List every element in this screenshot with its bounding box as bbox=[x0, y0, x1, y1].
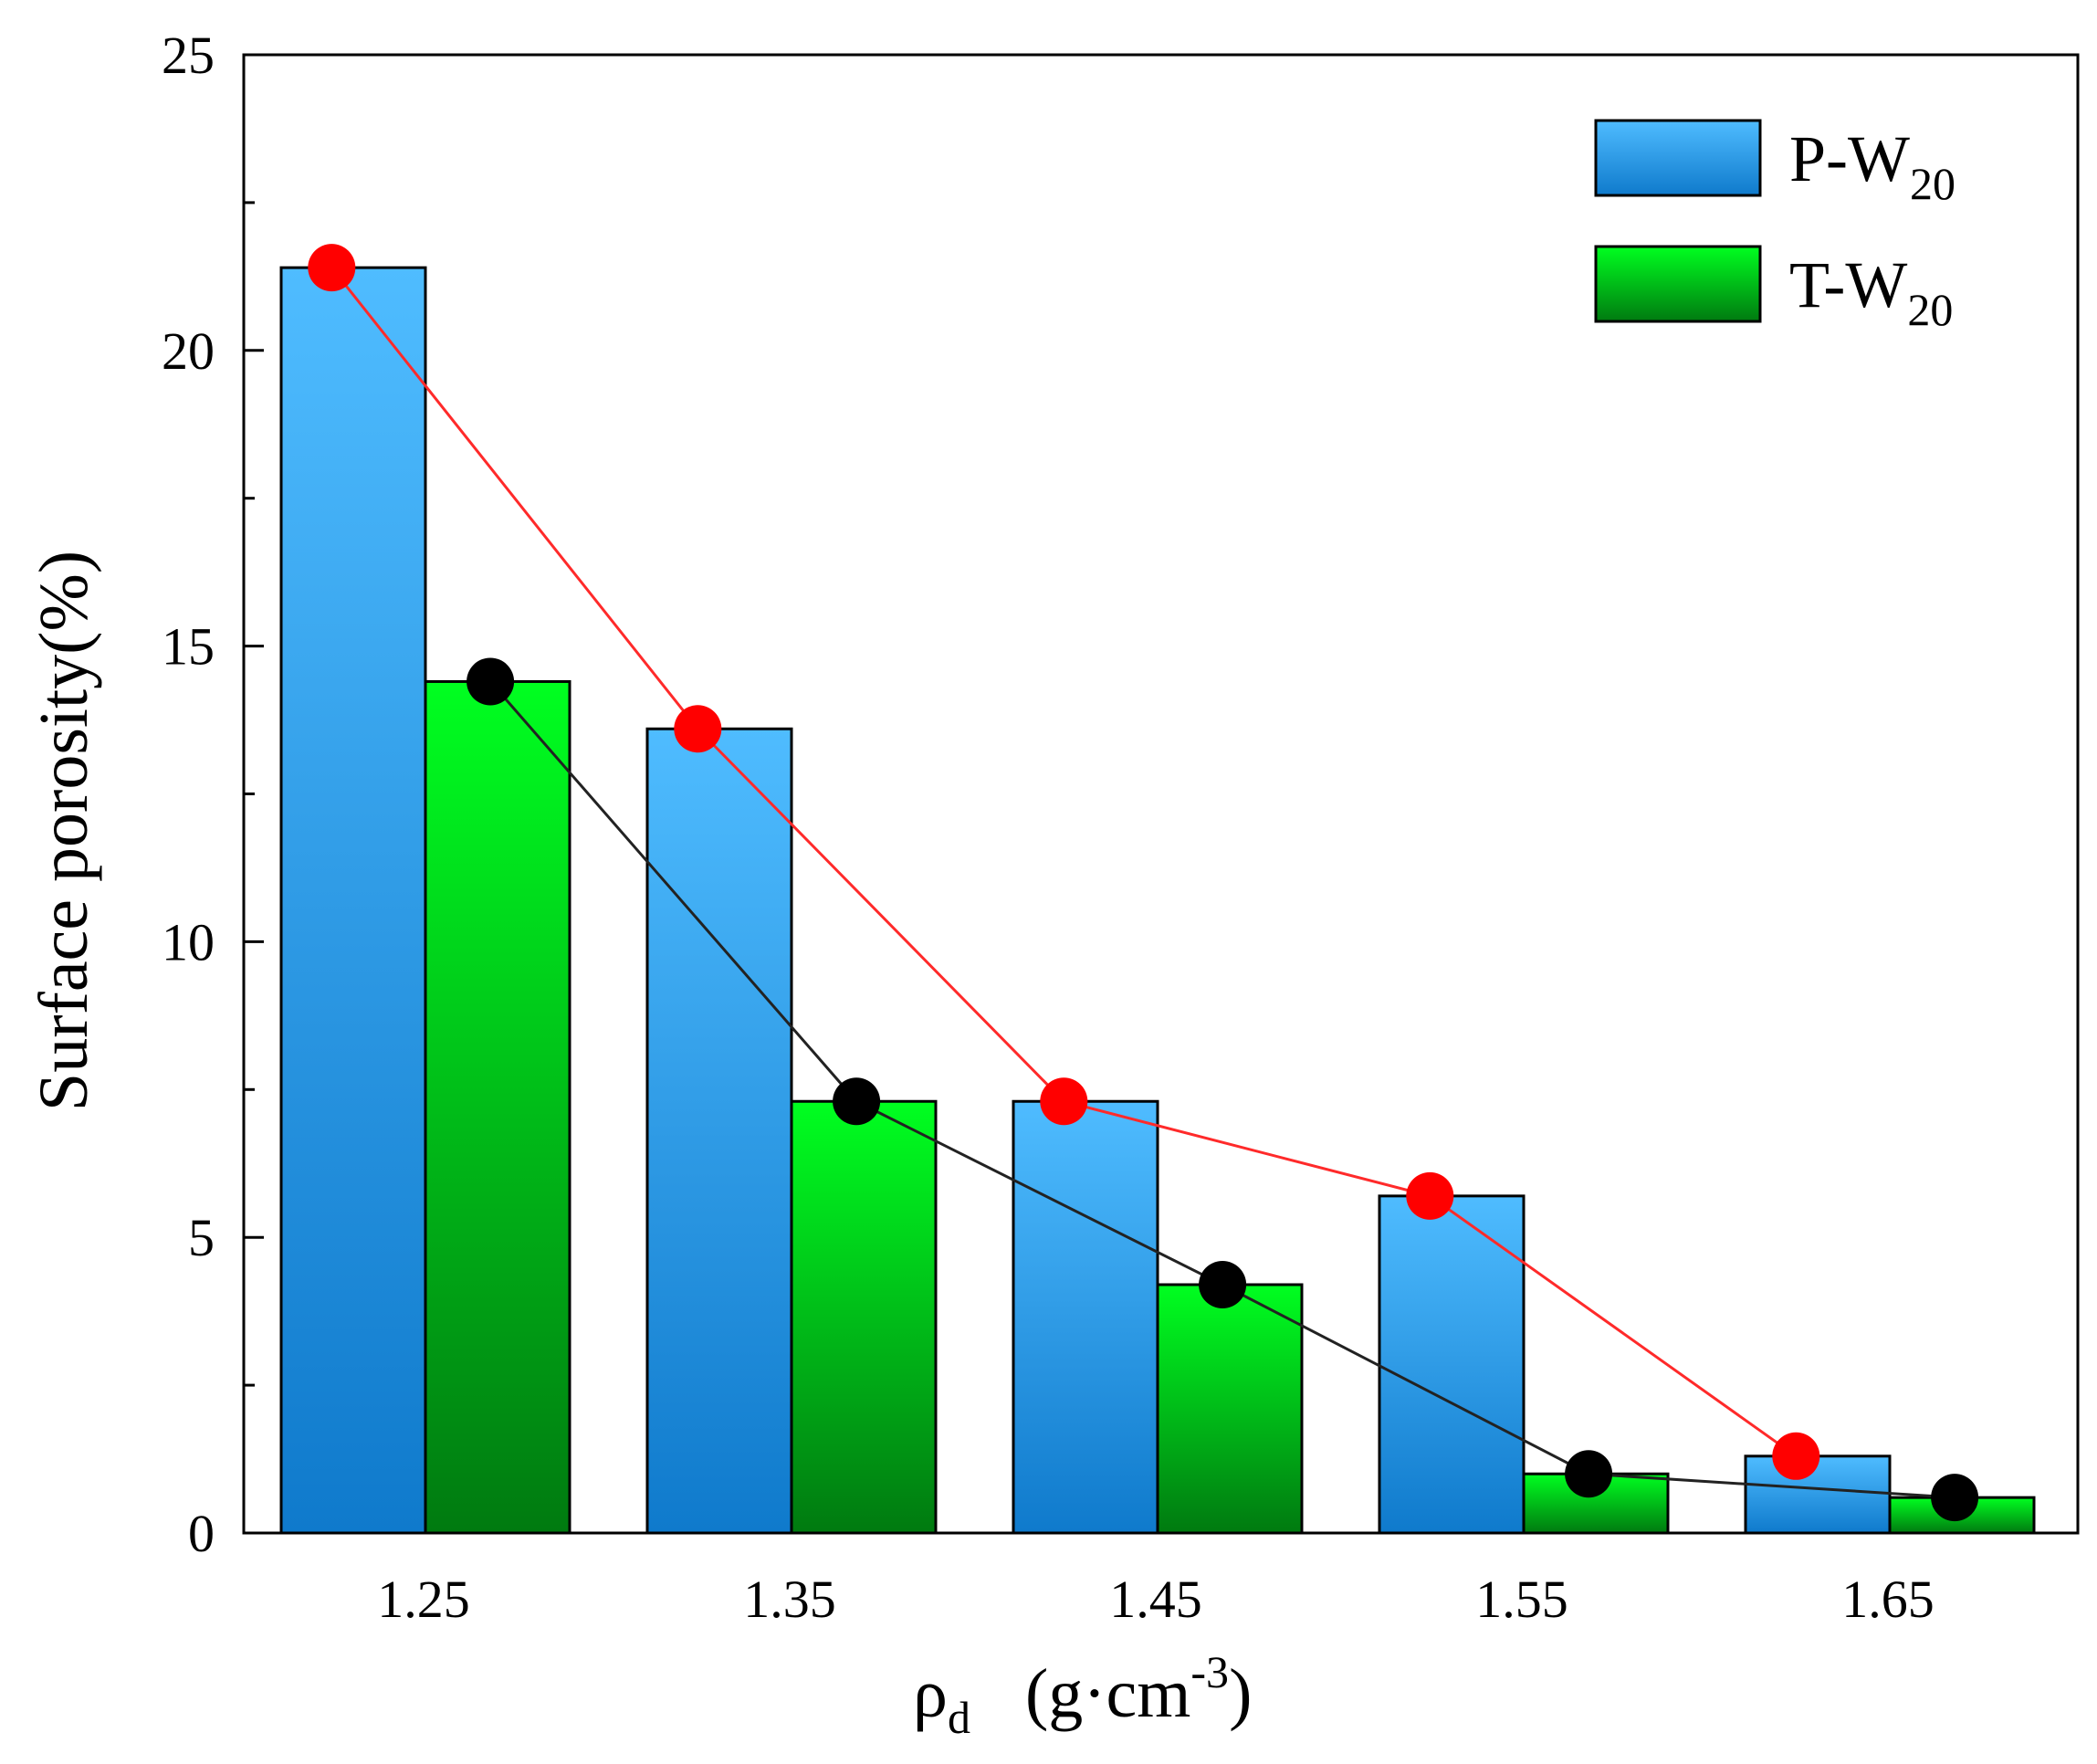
x-axis-unit-close: ) bbox=[1229, 1655, 1252, 1732]
marker-t-w20-1.25 bbox=[467, 657, 515, 706]
y-tick-label: 15 bbox=[162, 617, 215, 677]
bar-t-w20-1.25 bbox=[424, 679, 571, 1535]
marker-p-w20-1.55 bbox=[1406, 1171, 1454, 1220]
marker-p-w20-1.65 bbox=[1772, 1432, 1820, 1480]
bars-layer bbox=[279, 266, 2036, 1535]
markers-layer bbox=[308, 244, 1979, 1522]
bar-t-w20-1.35 bbox=[790, 1099, 938, 1535]
x-axis-ticks: 1.25 1.35 1.45 1.55 1.65 bbox=[377, 1570, 1934, 1629]
x-tick-label: 1.25 bbox=[377, 1570, 470, 1629]
marker-t-w20-1.65 bbox=[1931, 1474, 1979, 1522]
legend-label-p-w20: P-W20 bbox=[1789, 122, 1955, 209]
bar-p-w20-1.45 bbox=[1012, 1099, 1159, 1535]
legend-label-t-w20: T-W20 bbox=[1789, 248, 1953, 335]
marker-t-w20-1.45 bbox=[1199, 1261, 1247, 1309]
x-axis-title: ρd (g·cm-3) bbox=[913, 1646, 1252, 1743]
x-axis-symbol-subscript: d bbox=[948, 1692, 970, 1743]
x-tick-label: 1.35 bbox=[743, 1570, 836, 1629]
bar-p-w20-1.25 bbox=[279, 266, 427, 1535]
x-tick-label: 1.55 bbox=[1475, 1570, 1568, 1629]
x-tick-label: 1.65 bbox=[1841, 1570, 1934, 1629]
bar-p-w20-1.55 bbox=[1378, 1194, 1526, 1535]
legend-swatch-p-w20 bbox=[1594, 119, 1762, 197]
y-tick-label: 20 bbox=[162, 321, 215, 381]
x-tick-label: 1.45 bbox=[1109, 1570, 1202, 1629]
y-axis-title: Surface porosity(%) bbox=[26, 551, 102, 1111]
bar-p-w20-1.35 bbox=[645, 727, 793, 1535]
y-tick-label: 10 bbox=[162, 912, 215, 971]
bar-p-w20-1.65 bbox=[1744, 1454, 1892, 1535]
marker-t-w20-1.55 bbox=[1565, 1450, 1613, 1498]
legend-swatch-t-w20 bbox=[1594, 245, 1762, 323]
y-tick-label: 25 bbox=[162, 26, 215, 85]
legend: P-W20 T-W20 bbox=[1594, 119, 1955, 335]
x-axis-unit-superscript: -3 bbox=[1190, 1646, 1229, 1697]
marker-p-w20-1.45 bbox=[1040, 1077, 1088, 1126]
x-axis-unit: (g·cm bbox=[1025, 1655, 1190, 1732]
marker-p-w20-1.35 bbox=[674, 705, 722, 753]
y-axis-ticks: 0 5 10 15 20 25 bbox=[162, 26, 264, 1563]
marker-p-w20-1.25 bbox=[308, 244, 356, 292]
bar-t-w20-1.45 bbox=[1156, 1283, 1304, 1535]
y-tick-label: 0 bbox=[188, 1504, 215, 1563]
x-axis-symbol: ρ bbox=[913, 1655, 948, 1732]
y-tick-label: 5 bbox=[188, 1208, 215, 1267]
marker-t-w20-1.35 bbox=[833, 1077, 881, 1126]
